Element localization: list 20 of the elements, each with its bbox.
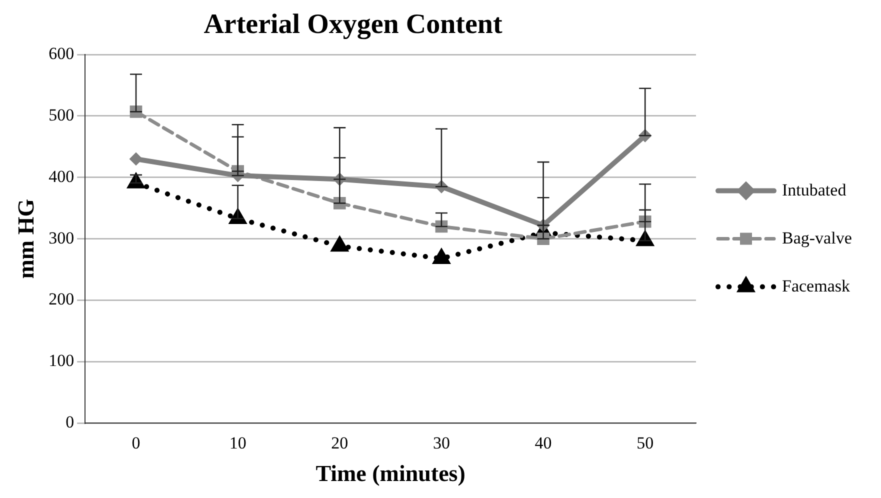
y-tick-label: 400 xyxy=(48,166,74,186)
x-tick-label: 30 xyxy=(432,434,450,453)
y-tick-label: 0 xyxy=(66,412,74,432)
x-tick-label: 50 xyxy=(636,434,654,453)
point xyxy=(130,152,143,166)
x-axis-title: Time (minutes) xyxy=(316,461,466,486)
y-tick-label: 500 xyxy=(48,105,74,124)
x-tick-label: 10 xyxy=(229,434,246,453)
chart-title: Arterial Oxygen Content xyxy=(204,9,503,40)
y-tick-label: 100 xyxy=(48,351,74,370)
x-tick-label: 40 xyxy=(534,434,552,453)
y-axis-title: mm HG xyxy=(14,198,39,279)
x-tick-label: 20 xyxy=(331,434,348,453)
y-tick-label: 200 xyxy=(48,290,74,309)
y-tick-label: 300 xyxy=(48,228,74,248)
legend-label: Intubated xyxy=(782,180,847,200)
legend-label: Bag-valve xyxy=(782,228,852,248)
y-tick-label: 600 xyxy=(48,44,74,64)
x-tick-label: 0 xyxy=(132,434,140,453)
legend-label: Facemask xyxy=(782,276,850,296)
